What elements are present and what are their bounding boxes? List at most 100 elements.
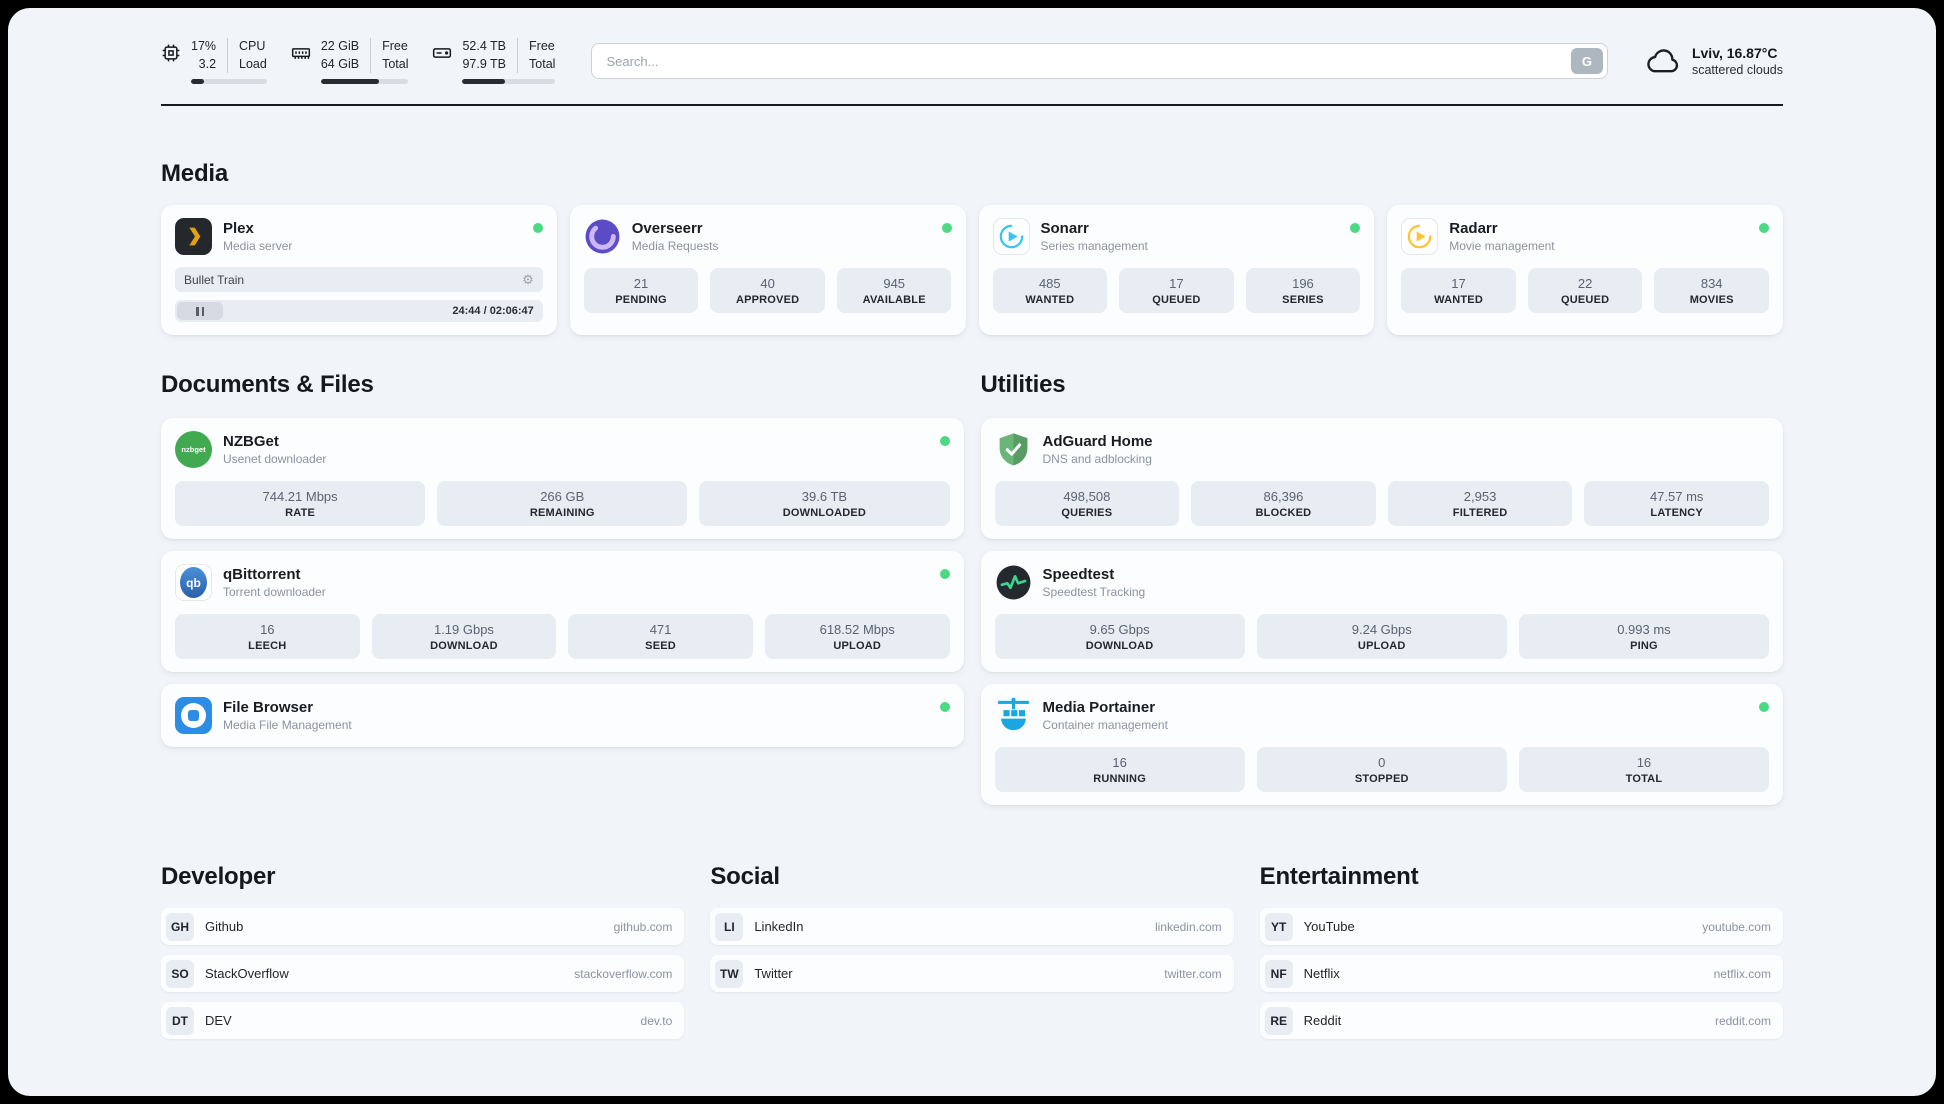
linkedin-icon: LI bbox=[715, 912, 744, 941]
filebrowser-icon bbox=[175, 697, 212, 734]
social-section-title: Social bbox=[710, 863, 780, 890]
qbittorrent-card[interactable]: qb qBittorrent Torrent downloader 16 LEE… bbox=[161, 551, 964, 672]
playback-time: 24:44 / 02:06:47 bbox=[452, 305, 534, 317]
ram-total-label: Total bbox=[382, 56, 409, 71]
stat-label: BLOCKED bbox=[1255, 507, 1312, 519]
ram-icon bbox=[291, 43, 311, 63]
app-title: Plex bbox=[223, 220, 254, 237]
adguard-card[interactable]: AdGuard Home DNS and adblocking 498,508 … bbox=[980, 418, 1783, 539]
app-subtitle: Series management bbox=[1040, 239, 1148, 253]
stat-value: 47.57 ms bbox=[1649, 489, 1704, 504]
entertainment-section: Entertainment YT YouTube youtube.com NF … bbox=[1259, 863, 1783, 1049]
link-url: youtube.com bbox=[1702, 919, 1771, 934]
cpu-icon bbox=[161, 43, 181, 63]
stat-label: STOPPED bbox=[1354, 773, 1409, 785]
gear-icon[interactable]: ⚙ bbox=[522, 272, 534, 287]
app-subtitle: Speedtest Tracking bbox=[1042, 585, 1146, 599]
stat-tile: 2,953 FILTERED bbox=[1387, 481, 1573, 526]
stat-value: 0 bbox=[1378, 755, 1386, 770]
link-linkedin[interactable]: LI LinkedIn linkedin.com bbox=[710, 908, 1234, 945]
documents-section-title: Documents & Files bbox=[161, 371, 374, 398]
link-url: dev.to bbox=[640, 1013, 673, 1028]
link-url: github.com bbox=[613, 919, 673, 934]
stat-value: 485 bbox=[1038, 276, 1061, 291]
link-netflix[interactable]: NF Netflix netflix.com bbox=[1259, 955, 1783, 992]
sonarr-card[interactable]: Sonarr Series management 485 WANTED 17 Q… bbox=[978, 205, 1375, 335]
stat-tile: 945 AVAILABLE bbox=[836, 268, 952, 313]
status-dot bbox=[1350, 223, 1361, 233]
overseerr-card[interactable]: Overseerr Media Requests 21 PENDING 40 A… bbox=[569, 205, 966, 335]
portainer-card[interactable]: Media Portainer Container management 16 … bbox=[980, 684, 1783, 805]
app-subtitle: Media server bbox=[223, 239, 293, 253]
stat-tile: 0 STOPPED bbox=[1256, 747, 1507, 792]
ram-total-value: 64 GiB bbox=[320, 56, 360, 71]
link-youtube[interactable]: YT YouTube youtube.com bbox=[1259, 908, 1783, 945]
link-name: Reddit bbox=[1303, 1013, 1342, 1028]
adguard-shield-icon bbox=[995, 431, 1032, 468]
status-dot bbox=[939, 569, 950, 579]
stat-label: DOWNLOADED bbox=[782, 507, 867, 519]
developer-section-title: Developer bbox=[161, 863, 276, 890]
now-playing-row: Bullet Train ⚙ bbox=[175, 267, 543, 292]
search-engine-button[interactable]: G bbox=[1570, 48, 1603, 74]
stat-tile: 744.21 Mbps RATE bbox=[175, 481, 426, 526]
stat-label: SEED bbox=[645, 640, 676, 652]
ram-progress-bar bbox=[320, 79, 409, 84]
stat-value: 16 bbox=[1636, 755, 1652, 770]
stat-tile: 485 WANTED bbox=[992, 268, 1108, 313]
nzbget-icon-text: nzbget bbox=[181, 445, 206, 454]
stat-tile: 39.6 TB DOWNLOADED bbox=[699, 481, 950, 526]
github-icon: GH bbox=[166, 912, 194, 941]
stat-value: 2,953 bbox=[1463, 489, 1497, 504]
stat-tile: 834 MOVIES bbox=[1654, 268, 1769, 313]
stat-value: 22 bbox=[1577, 276, 1593, 291]
search-input[interactable] bbox=[591, 43, 1608, 79]
link-dev[interactable]: DT DEV dev.to bbox=[161, 1002, 685, 1039]
link-github[interactable]: GH Github github.com bbox=[161, 908, 685, 945]
stat-value: 266 GB bbox=[540, 489, 585, 504]
status-dot bbox=[941, 223, 952, 233]
youtube-icon: YT bbox=[1264, 912, 1293, 941]
link-stackoverflow[interactable]: SO StackOverflow stackoverflow.com bbox=[161, 955, 685, 992]
stat-label: AVAILABLE bbox=[862, 294, 926, 306]
stat-value: 744.21 Mbps bbox=[262, 489, 338, 504]
stat-label: QUEUED bbox=[1152, 294, 1201, 306]
stat-tile: 16 TOTAL bbox=[1518, 747, 1770, 792]
now-playing-title: Bullet Train bbox=[184, 272, 245, 287]
plex-card[interactable]: Plex Media server Bullet Train ⚙ 24:44 /… bbox=[161, 205, 557, 335]
search-box: G bbox=[591, 43, 1608, 79]
stat-label: PENDING bbox=[615, 294, 667, 306]
app-title: Media Portainer bbox=[1042, 699, 1156, 716]
speedtest-card[interactable]: Speedtest Speedtest Tracking 9.65 Gbps D… bbox=[980, 551, 1783, 672]
stat-label: UPLOAD bbox=[1357, 640, 1406, 652]
utilities-section-title: Utilities bbox=[980, 371, 1066, 398]
cloud-icon bbox=[1644, 46, 1682, 76]
developer-section: Developer GH Github github.com SO StackO… bbox=[161, 863, 685, 1049]
dev-icon: DT bbox=[166, 1006, 194, 1035]
stat-label: LEECH bbox=[248, 640, 287, 652]
stat-label: UPLOAD bbox=[833, 640, 882, 652]
top-bar: 17% 3.2 CPU Load bbox=[161, 38, 1783, 84]
link-reddit[interactable]: RE Reddit reddit.com bbox=[1259, 1002, 1783, 1039]
qbittorrent-icon: qb bbox=[175, 564, 212, 601]
stat-tile: 17 WANTED bbox=[1401, 268, 1516, 313]
app-subtitle: Container management bbox=[1042, 718, 1168, 732]
filebrowser-card[interactable]: File Browser Media File Management bbox=[161, 684, 964, 747]
nzbget-card[interactable]: nzbget NZBGet Usenet downloader 744.21 M… bbox=[161, 418, 964, 539]
stat-label: WANTED bbox=[1434, 294, 1483, 306]
link-twitter[interactable]: TW Twitter twitter.com bbox=[710, 955, 1234, 992]
stat-label: WANTED bbox=[1025, 294, 1075, 306]
link-name: Twitter bbox=[754, 966, 793, 981]
app-subtitle: Media Requests bbox=[631, 239, 719, 253]
link-name: DEV bbox=[205, 1013, 232, 1028]
radarr-card[interactable]: Radarr Movie management 17 WANTED 22 QUE… bbox=[1387, 205, 1783, 335]
media-section-title: Media bbox=[161, 160, 229, 187]
disk-metric: 52.4 TB 97.9 TB Free Total bbox=[432, 38, 556, 84]
weather-widget: Lviv, 16.87°C scattered clouds bbox=[1644, 45, 1783, 77]
twitter-icon: TW bbox=[715, 959, 744, 988]
stat-tile: 0.993 ms PING bbox=[1518, 614, 1770, 659]
pause-button[interactable] bbox=[177, 302, 223, 320]
app-title: AdGuard Home bbox=[1042, 433, 1153, 450]
playback-progress-bar: 24:44 / 02:06:47 bbox=[175, 300, 543, 322]
reddit-icon: RE bbox=[1264, 1006, 1293, 1035]
